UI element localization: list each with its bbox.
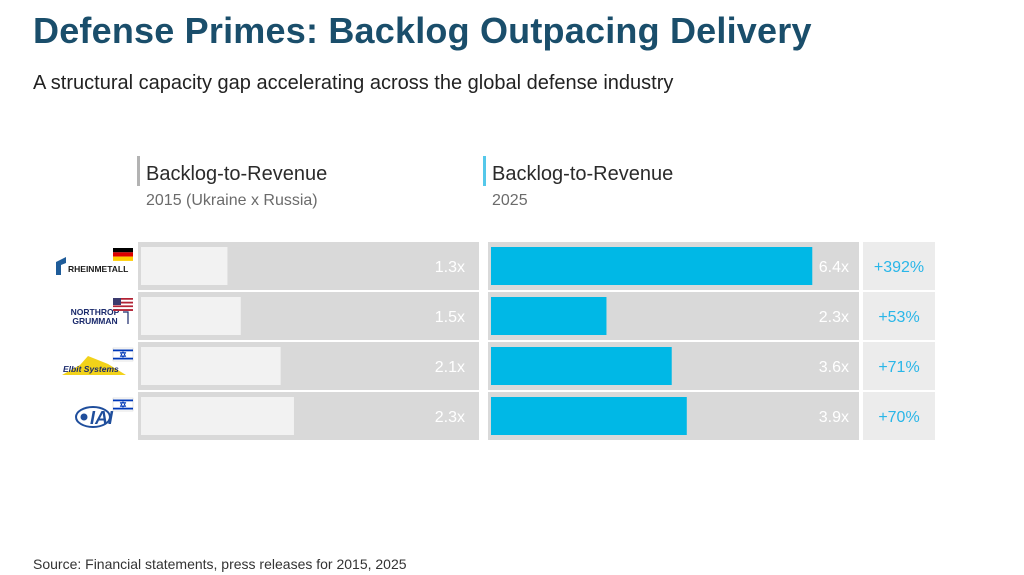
flag-israel-icon bbox=[112, 347, 134, 362]
bar-2015-3 bbox=[141, 347, 281, 385]
column-header-2025: Backlog-to-Revenue 2025 bbox=[483, 156, 673, 212]
page-subtitle: A structural capacity gap accelerating a… bbox=[33, 72, 674, 94]
bar-2015-2 bbox=[141, 297, 241, 335]
source-note: Source: Financial statements, press rele… bbox=[33, 556, 407, 572]
bar-2025-2 bbox=[491, 297, 607, 335]
logo-text: RHEINMETALL bbox=[68, 264, 128, 274]
flag-stripe bbox=[113, 252, 133, 257]
flag-stripe bbox=[113, 307, 133, 310]
flag-stripe bbox=[113, 299, 133, 302]
flag-stripe bbox=[113, 407, 133, 410]
column-header-accent bbox=[483, 156, 486, 186]
elbit-systems-logo-icon: Elbit Systems bbox=[62, 356, 126, 375]
flag-stripe bbox=[113, 301, 133, 304]
flag-stripe bbox=[113, 303, 133, 306]
flag-stripe bbox=[113, 357, 133, 360]
star-of-david bbox=[119, 401, 127, 407]
value-label-2025: 3.9x bbox=[819, 409, 849, 426]
column-title-2015: Backlog-to-Revenue bbox=[146, 163, 328, 185]
flag-stripe bbox=[113, 349, 133, 352]
bar-2015-4 bbox=[141, 397, 294, 435]
value-label-2015: 1.5x bbox=[435, 309, 465, 326]
logo-text: Elbit Systems bbox=[63, 364, 119, 374]
flag-stripe bbox=[113, 256, 133, 261]
iai-logo-icon: IAI bbox=[75, 406, 114, 428]
iai-dot bbox=[80, 413, 88, 421]
logo-text: GRUMMAN bbox=[72, 316, 117, 326]
change-cell bbox=[863, 242, 935, 290]
value-label-2015: 1.3x bbox=[435, 259, 465, 276]
flag-germany-icon bbox=[113, 248, 133, 261]
elbit-wing bbox=[62, 356, 126, 375]
column-header-accent bbox=[137, 156, 140, 186]
column-title-2025: Backlog-to-Revenue bbox=[492, 163, 674, 185]
flag-stripe bbox=[113, 298, 133, 300]
iai-ring bbox=[75, 406, 111, 428]
flag-stripe bbox=[113, 305, 133, 308]
flag-israel-icon bbox=[112, 397, 134, 412]
column-subtitle-2025: 2025 bbox=[492, 192, 528, 209]
flag-stripe bbox=[113, 309, 133, 311]
logo-bracket bbox=[123, 311, 129, 324]
flag-stripe bbox=[113, 248, 133, 253]
value-label-2025: 6.4x bbox=[819, 259, 849, 276]
value-label-2025: 2.3x bbox=[819, 309, 849, 326]
value-label-2025: 3.6x bbox=[819, 359, 849, 376]
logo-text: IAI bbox=[90, 408, 114, 428]
value-label-2015: 2.3x bbox=[435, 409, 465, 426]
column-header-2015: Backlog-to-Revenue 2015 (Ukraine x Russi… bbox=[137, 156, 327, 212]
change-cell bbox=[863, 292, 935, 340]
flag-canton bbox=[113, 298, 121, 305]
value-label-2015: 2.1x bbox=[435, 359, 465, 376]
change-label: +71% bbox=[878, 359, 919, 376]
change-cell bbox=[863, 392, 935, 440]
star-of-david bbox=[119, 352, 127, 358]
star-of-david bbox=[119, 351, 127, 357]
flag-stripe bbox=[113, 399, 133, 402]
flag-usa-icon bbox=[113, 298, 133, 311]
change-label: +53% bbox=[878, 309, 919, 326]
rheinmetall-mark bbox=[56, 257, 66, 275]
star-of-david bbox=[119, 402, 127, 408]
column-subtitle-2015: 2015 (Ukraine x Russia) bbox=[146, 192, 318, 209]
rheinmetall-logo-icon: RHEINMETALL bbox=[56, 257, 128, 275]
logo-text: NORTHROP bbox=[71, 307, 120, 317]
bar-2025-4 bbox=[491, 397, 687, 435]
change-label: +70% bbox=[878, 409, 919, 426]
change-cell bbox=[863, 342, 935, 390]
bar-2025-3 bbox=[491, 347, 672, 385]
change-label: +392% bbox=[874, 259, 924, 276]
bar-2025-1 bbox=[491, 247, 813, 285]
bar-2015-1 bbox=[141, 247, 228, 285]
page-title: Defense Primes: Backlog Outpacing Delive… bbox=[33, 10, 812, 51]
